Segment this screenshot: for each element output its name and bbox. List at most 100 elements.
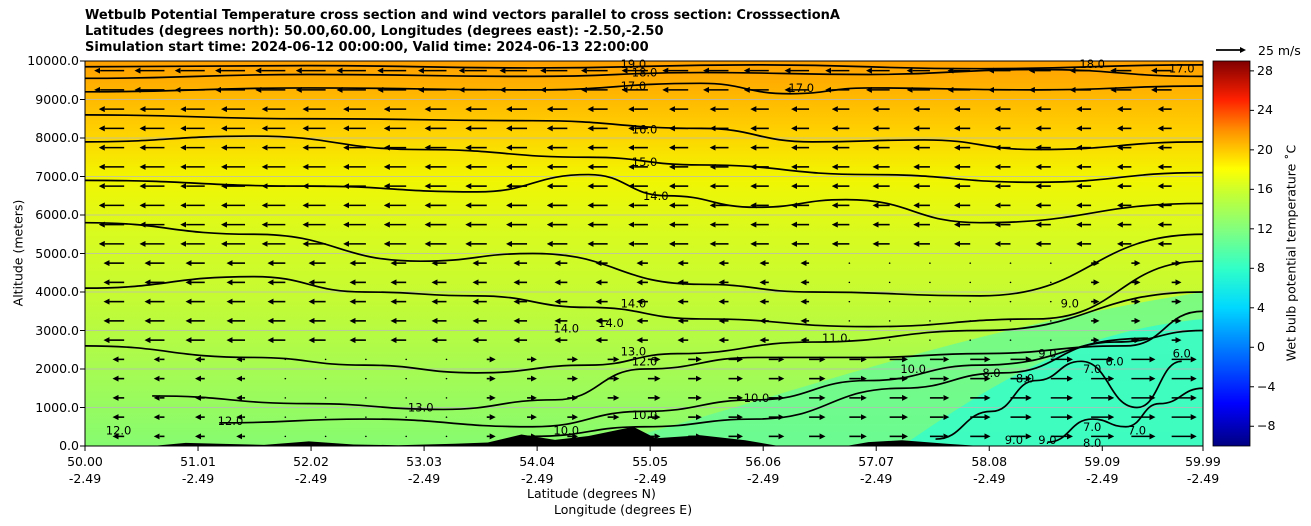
contour-label: 9.0 [1038, 433, 1056, 447]
wind-vector [445, 416, 448, 418]
contour-line [532, 329, 1204, 438]
wind-vector [1049, 339, 1052, 341]
y-tick-label: 6000.0 [35, 207, 79, 222]
wind-vector [445, 435, 448, 438]
contour-line [152, 310, 1204, 411]
contour-label: 10.0 [553, 424, 579, 438]
y-tick-label: 5000.0 [35, 245, 79, 261]
contour-label: 8.0 [1083, 436, 1101, 450]
x-tick-lon: -2.49 [520, 471, 554, 486]
wind-vector [365, 435, 367, 438]
contour-label: 7.0 [1083, 362, 1101, 376]
contour-label: 13.0 [621, 345, 647, 359]
contour-label: 7.0 [1128, 424, 1146, 438]
x-tick-lat: 50.00 [67, 454, 103, 469]
wind-vector [848, 300, 851, 303]
y-tick-label: 0.0 [59, 438, 79, 453]
contour-label: 14.0 [553, 322, 579, 336]
x-tick-lon: -2.49 [973, 471, 1006, 486]
wind-vector [405, 358, 407, 361]
contour-label: 18.0 [632, 66, 658, 80]
wind-vector [929, 320, 931, 322]
colorbar-tick-label: 8 [1257, 260, 1265, 276]
x-tick-label: 58.08 -2.49 [949, 453, 1029, 487]
x-tick-lon: -2.49 [1086, 471, 1119, 486]
x-tick-label: 52.02 -2.49 [271, 453, 351, 487]
x-tick-lat: 57.07 [858, 454, 895, 469]
wind-vector [324, 416, 327, 418]
colorbar-tick-label: 24 [1257, 102, 1273, 118]
x-tick-lat: 55.05 [632, 454, 669, 469]
colorbar-label: Wet bulb potential temperature ˚C [1283, 144, 1299, 362]
contour-label: 10.0 [900, 362, 926, 376]
contour-line [84, 221, 1204, 297]
x-tick-label: 56.06 -2.49 [723, 453, 803, 487]
wind-vector [848, 320, 851, 322]
x-tick-lon: -2.49 [860, 471, 893, 486]
contour-line [84, 173, 1204, 224]
wind-vector [405, 435, 407, 438]
x-tick-lat: 58.08 [971, 454, 1008, 469]
contour-label: 9.0 [1038, 347, 1056, 361]
contour-label: 6.0 [1105, 354, 1123, 368]
wind-vector [284, 416, 287, 418]
wind-vector [284, 397, 287, 399]
contour-label: 14.0 [598, 316, 624, 330]
wind-vector [969, 300, 972, 303]
x-tick-lat: 54.04 [519, 454, 555, 469]
x-tick-lon: -2.49 [68, 471, 102, 486]
x-tick-lat: 52.02 [293, 454, 329, 469]
wind-vector [1009, 300, 1012, 303]
wind-vector [324, 435, 327, 438]
x-tick-lat: 53.03 [406, 454, 442, 469]
x-tick-lon: -2.49 [294, 471, 328, 486]
y-tick-label: 7000.0 [35, 168, 79, 184]
x-tick-lat: 51.01 [180, 454, 216, 469]
y-tick-label: 1000.0 [35, 399, 79, 415]
contour-label: 7.0 [1083, 420, 1101, 434]
x-tick-lon: -2.49 [407, 471, 441, 486]
x-tick-lon: -2.49 [747, 471, 780, 486]
wind-vector [324, 377, 327, 380]
colorbar-tick-label: 12 [1257, 220, 1273, 236]
contour-label: 13.0 [408, 401, 434, 415]
x-tick-lat: 59.99 [1185, 454, 1221, 469]
wind-vector [1009, 339, 1012, 341]
y-tick-label: 9000.0 [35, 91, 79, 107]
contour-label: 6.0 [1173, 347, 1191, 361]
contour-line [84, 68, 1204, 80]
contour-label: 18.0 [1079, 57, 1105, 71]
contour-label: 12.0 [632, 354, 658, 368]
contour-line [1047, 387, 1204, 443]
contour-line [84, 291, 1204, 374]
contour-label: 10.0 [744, 391, 770, 405]
wind-vector [365, 377, 367, 380]
y-axis-label: Altitude (meters) [10, 199, 26, 307]
contour-label: 10.0 [632, 408, 658, 422]
x-tick-label: 59.09 -2.49 [1062, 453, 1142, 487]
x-tick-lon: -2.49 [1186, 471, 1220, 486]
wind-vector [848, 262, 851, 264]
wind-vector [365, 416, 367, 418]
x-tick-lat: 56.06 [745, 454, 782, 469]
contour-line [84, 135, 1204, 184]
wind-vector [324, 358, 327, 361]
colorbar-tick-label: 16 [1257, 181, 1273, 197]
x-tick-label: 51.01 -2.49 [158, 453, 238, 487]
wind-vector [848, 281, 851, 284]
colorbar [1212, 60, 1251, 447]
colorbar-tick-label: 4 [1257, 299, 1265, 315]
contour-label: 8.0 [1016, 372, 1034, 386]
y-tick-label: 2000.0 [35, 361, 79, 376]
y-tick-label: 10000.0 [27, 53, 79, 68]
wind-vector [365, 397, 367, 399]
contour-label: 17.0 [621, 79, 647, 93]
wind-vector [445, 358, 448, 361]
contour-line [84, 82, 1204, 95]
wind-vector [1009, 262, 1012, 264]
x-axis-label-longitude: Longitude (degrees E) [554, 502, 693, 517]
y-tick-label: 4000.0 [35, 284, 79, 299]
colorbar-tick-label: 20 [1257, 141, 1273, 157]
colorbar-tick-label: −4 [1257, 378, 1276, 394]
